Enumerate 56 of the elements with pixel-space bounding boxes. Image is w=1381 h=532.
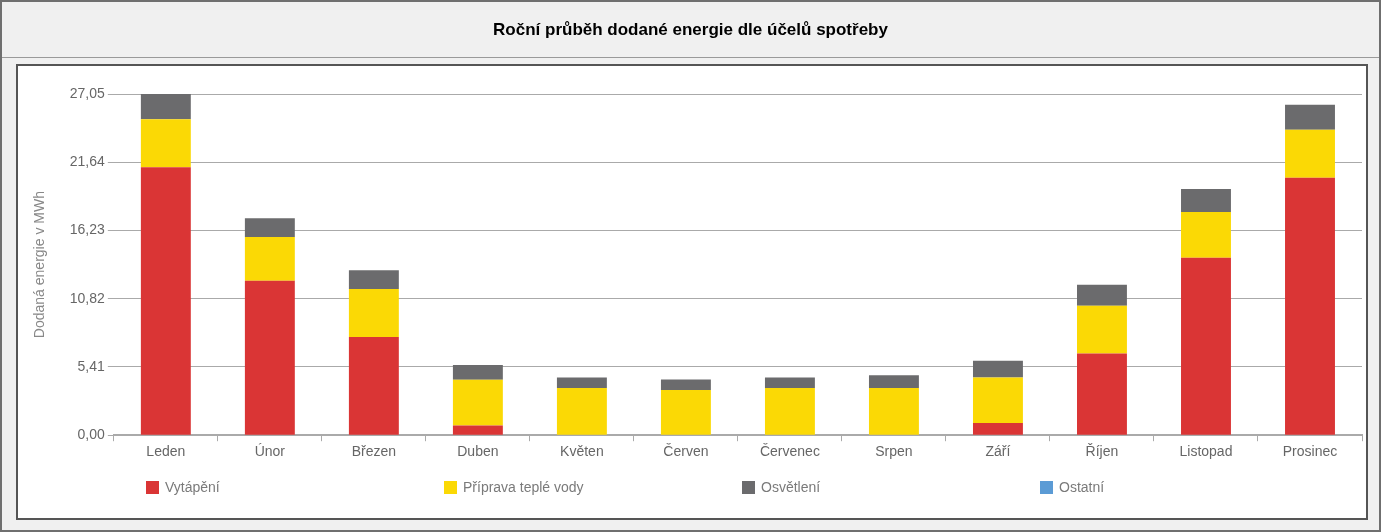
bar [244, 237, 295, 281]
bar [764, 387, 815, 435]
bar [1181, 257, 1231, 435]
bar [348, 289, 399, 337]
bar [1077, 353, 1127, 435]
x-tick-label: Červen [663, 443, 709, 460]
x-tick-label: Září [985, 443, 1011, 460]
bar [348, 336, 399, 435]
y-tick-label: 27,05 [69, 84, 106, 101]
bar [764, 377, 815, 388]
x-tick-label: Leden [146, 443, 186, 460]
bar [452, 365, 503, 380]
x-tick-label: Únor [254, 443, 286, 460]
legend-label: Ostatní [1059, 479, 1105, 495]
bar [348, 270, 399, 290]
bar [452, 379, 503, 426]
y-tick-label: 0,00 [77, 426, 106, 443]
y-tick-label: 5,41 [77, 357, 106, 374]
x-tick-label: Duben [457, 443, 499, 460]
bar [556, 388, 607, 435]
legend-label: Příprava teplé vody [463, 479, 584, 495]
bar [140, 167, 191, 435]
bar [868, 375, 919, 388]
bar [660, 379, 711, 390]
bar [140, 119, 191, 168]
x-tick-label: Květen [560, 443, 604, 460]
bar [1181, 212, 1231, 258]
x-tick-label: Březen [351, 443, 397, 460]
bar [244, 280, 295, 435]
y-tick-label: 21,64 [69, 153, 106, 170]
x-tick-label: Červenec [759, 443, 820, 460]
bar [452, 425, 503, 435]
y-tick-label: 10,82 [69, 289, 106, 306]
bar [1077, 305, 1127, 354]
bar [1285, 129, 1335, 178]
bar [972, 422, 1023, 435]
bar [1285, 104, 1335, 130]
chart-title: Roční průběh dodané energie dle účelů spotřeby [2, 2, 1379, 58]
bar [244, 218, 295, 238]
legend-label: Osvětlení [761, 479, 821, 495]
x-tick-label: Srpen [875, 443, 913, 460]
x-tick-label: Prosinec [1282, 443, 1338, 460]
bar [868, 387, 919, 435]
legend-label: Vytápění [165, 479, 220, 495]
x-tick-label: Listopad [1179, 443, 1233, 460]
y-tick-label: 16,23 [69, 221, 106, 238]
y-axis-title: Dodaná energie v MWh [31, 191, 48, 339]
bar [1181, 189, 1231, 213]
bar [972, 360, 1023, 378]
bar [1285, 177, 1335, 435]
bar [660, 389, 711, 435]
bar [972, 377, 1023, 423]
bar [556, 377, 607, 389]
x-tick-label: Říjen [1085, 443, 1119, 460]
bar [140, 94, 191, 120]
bar [1077, 284, 1127, 306]
